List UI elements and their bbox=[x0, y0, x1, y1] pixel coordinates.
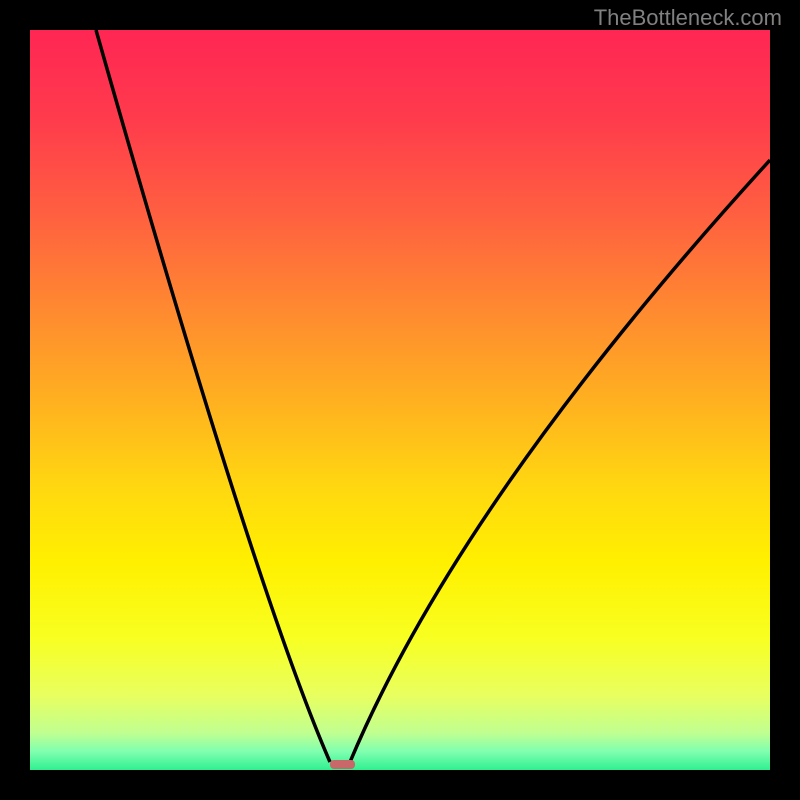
bottleneck-curve-chart bbox=[30, 30, 770, 770]
chart-svg bbox=[30, 30, 770, 770]
watermark-label: TheBottleneck.com bbox=[594, 5, 782, 31]
curve-minimum-marker bbox=[330, 760, 355, 769]
